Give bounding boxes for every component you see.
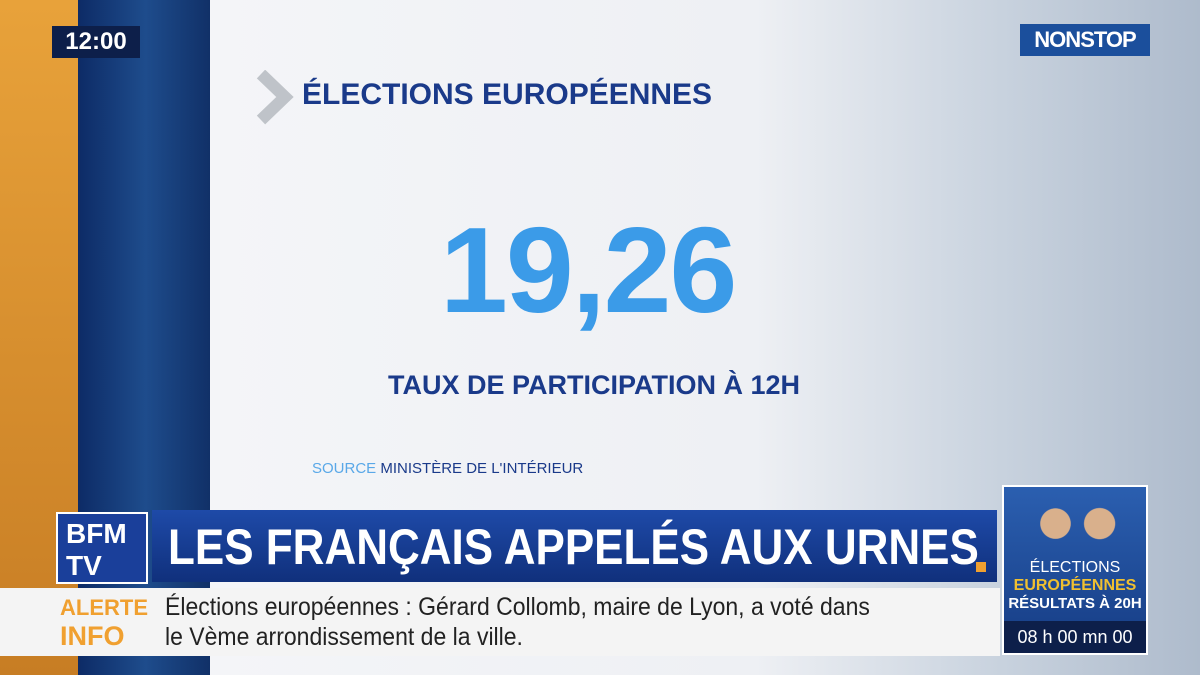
promo-line: RÉSULTATS À 20H [1008,595,1142,612]
alert-label: ALERTE INFO [60,594,148,650]
countdown: 08 h 00 mn 00 [1004,621,1146,653]
promo-portraits [1024,493,1129,561]
alert-text: INFO [60,621,125,651]
promo-line: ÉLECTIONS [1029,559,1121,576]
graphic-title: ÉLECTIONS EUROPÉENNES [302,78,713,111]
headline-bar [152,510,997,582]
chevron [256,70,294,125]
ticker-line: Élections européennes : Gérard Collomb, … [165,593,870,621]
badge-part: STOP [1080,27,1137,52]
promo-line: EUROPÉENNES [1013,577,1137,594]
logo-text: TV [66,550,102,581]
clock: 12:00 [52,26,140,58]
logo: BFM TV [56,512,148,584]
source-text: MINISTÈRE DE L'INTÉRIEUR [380,460,584,477]
ticker-bar [0,588,1000,656]
headline: LES FRANÇAIS APPELÉS AUX URNES [168,519,979,575]
headline-dot [976,562,986,572]
source-label: SOURCE [312,460,377,477]
nonstop-badge: NONSTOP [1020,24,1150,56]
promo: ÉLECTIONS EUROPÉENNES RÉSULTATS À 20H 08… [1002,485,1148,655]
source: SOURCE MINISTÈRE DE L'INTÉRIEUR [312,460,583,477]
alert-text: ALERTE [60,595,148,620]
caption: TAUX DE PARTICIPATION À 12H [388,370,801,400]
ticker-text: Élections européennes : Gérard Collomb, … [165,592,870,652]
figure: 19,26 [440,202,737,338]
badge-part: NON [1034,27,1081,52]
ticker-line: le Vème arrondissement de la ville. [165,623,523,651]
logo-text: BFM [66,518,127,549]
